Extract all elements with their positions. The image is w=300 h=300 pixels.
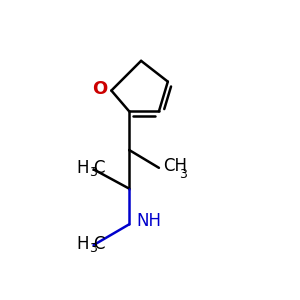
Text: H: H: [76, 235, 89, 253]
Text: 3: 3: [89, 166, 97, 179]
Text: O: O: [92, 80, 108, 98]
Text: 3: 3: [179, 168, 187, 181]
Text: C: C: [94, 159, 105, 177]
Text: CH: CH: [164, 157, 188, 175]
Text: NH: NH: [136, 212, 162, 230]
Text: H: H: [76, 159, 89, 177]
Text: 3: 3: [89, 242, 97, 255]
Text: C: C: [94, 235, 105, 253]
